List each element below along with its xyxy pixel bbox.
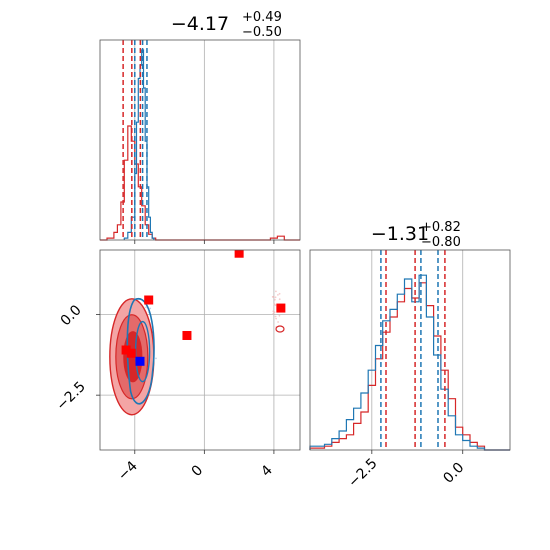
sample-point [272,296,275,298]
red-marker-1 [276,303,286,313]
hist-x-quantiles [122,40,148,240]
sample-point [273,311,276,313]
hist-x-ticks [134,240,275,244]
blue-marker-0 [135,356,145,366]
hist-y-grid [371,250,464,450]
hist-y-title-sup: +0.82 [421,220,461,235]
sample-point [274,315,277,318]
hist-y-title-main: −1.31 [371,223,429,245]
hist-x-title-sub: −0.50 [242,25,282,40]
hist-y-title: −1.31 [371,223,429,245]
sample-point [278,314,281,317]
sample-point [155,357,157,360]
hist-y-ticks: −2.5 0.0 [345,450,467,491]
sample-point [273,303,276,305]
scatter-y-tick-label-1: 0.0 [58,302,85,329]
hist-y-quantiles [380,250,446,450]
sample-point [278,292,281,295]
scatter-y-ticks: −2.5 0.0 [53,302,100,414]
hist-x-blue-series [123,49,155,240]
sample-point [277,294,279,296]
scatter-x-tick-label-2: 4 [258,462,276,480]
scatter-y-tick-label-0: −2.5 [53,379,88,414]
hist-x-title: −4.17 [171,13,229,35]
red-marker-5 [126,348,136,358]
scatter-x-tick-label-1: 0 [189,462,207,480]
hist-x-title-main: −4.17 [171,13,229,35]
hist-x-red-series [100,125,300,241]
sample-point [272,313,275,315]
scatter-panel: −4 0 4 −2.5 0.0 [53,249,301,484]
hist-y-blue-series [309,274,510,451]
red-marker-2 [144,295,154,305]
hist-x-frame [99,39,301,241]
red-contour-island [275,325,285,333]
hist-y-panel: −2.5 0.0 −1.31 +0.82 −0.80 [309,220,511,491]
hist-y-series [309,274,510,451]
sample-point [275,317,277,320]
hist-x-series [100,49,300,241]
hist-x-grid [134,40,275,240]
scatter-x-tick-label-0: −4 [115,458,141,484]
sample-point [275,290,277,293]
hist-x-panel: −4.17 +0.49 −0.50 [99,10,301,244]
sample-point [145,306,147,309]
sample-point [277,321,279,323]
sample-point [278,298,281,301]
blue-contour-outer [126,298,155,405]
red-marker-3 [182,330,192,340]
scatter-frame [99,249,301,451]
red-marker-0 [234,250,244,258]
hist-x-title-sup: +0.49 [242,10,282,25]
sample-point [274,296,277,299]
red-marker-4 [121,345,131,355]
scatter-body [109,250,286,416]
hist-y-title-sub: −0.80 [421,235,461,250]
hist-y-tick-label-0: −2.5 [345,455,380,490]
sample-point [149,307,152,310]
hist-y-tick-label-1: 0.0 [440,460,467,487]
sample-point [272,310,275,313]
hist-y-red-series [309,282,510,451]
scatter-x-ticks: −4 0 4 [115,450,276,484]
hist-y-frame [309,249,511,451]
sample-point [274,298,276,301]
